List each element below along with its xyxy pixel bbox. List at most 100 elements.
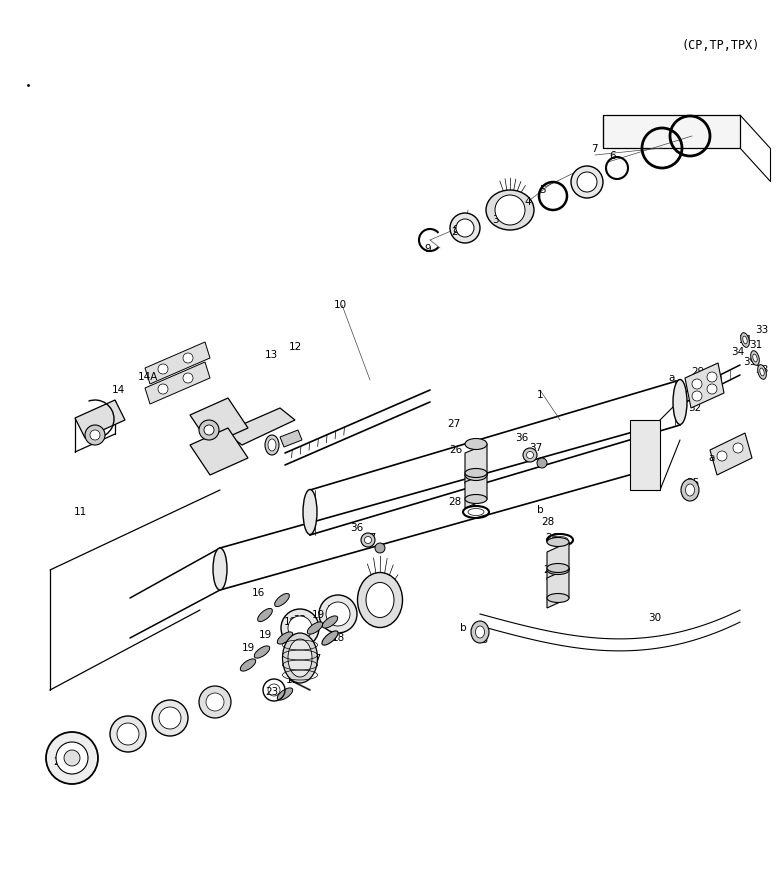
Ellipse shape bbox=[56, 742, 88, 774]
Circle shape bbox=[183, 353, 193, 363]
Polygon shape bbox=[225, 408, 295, 445]
Text: 28: 28 bbox=[541, 517, 554, 527]
Text: 14A: 14A bbox=[210, 457, 230, 467]
Circle shape bbox=[85, 425, 105, 445]
Text: 23: 23 bbox=[265, 687, 279, 697]
Polygon shape bbox=[280, 430, 302, 447]
Text: a: a bbox=[669, 373, 675, 383]
Ellipse shape bbox=[268, 439, 276, 451]
Text: 19: 19 bbox=[312, 610, 325, 620]
Ellipse shape bbox=[199, 686, 231, 718]
Text: 34: 34 bbox=[731, 347, 745, 357]
Text: 19: 19 bbox=[258, 630, 272, 640]
Text: 25: 25 bbox=[388, 587, 402, 597]
Ellipse shape bbox=[547, 565, 569, 574]
Ellipse shape bbox=[547, 594, 569, 602]
Circle shape bbox=[692, 391, 702, 401]
Ellipse shape bbox=[537, 458, 547, 468]
Ellipse shape bbox=[685, 484, 695, 496]
Ellipse shape bbox=[265, 435, 279, 455]
Circle shape bbox=[733, 443, 743, 453]
Ellipse shape bbox=[456, 219, 474, 237]
Ellipse shape bbox=[526, 452, 533, 458]
Text: 37: 37 bbox=[363, 533, 377, 543]
Ellipse shape bbox=[681, 479, 699, 501]
Ellipse shape bbox=[307, 622, 323, 634]
Ellipse shape bbox=[577, 172, 597, 192]
Ellipse shape bbox=[752, 354, 757, 361]
Ellipse shape bbox=[277, 688, 293, 700]
Ellipse shape bbox=[366, 582, 394, 618]
Polygon shape bbox=[547, 568, 569, 608]
Text: 21: 21 bbox=[53, 757, 67, 767]
Ellipse shape bbox=[275, 594, 290, 607]
Ellipse shape bbox=[741, 332, 749, 347]
Circle shape bbox=[707, 384, 717, 394]
Circle shape bbox=[717, 451, 727, 461]
Text: 14: 14 bbox=[201, 443, 215, 453]
Circle shape bbox=[204, 425, 214, 435]
Text: 10: 10 bbox=[334, 300, 347, 310]
Text: 8: 8 bbox=[453, 225, 460, 235]
Text: 5: 5 bbox=[539, 185, 547, 195]
Text: 11: 11 bbox=[74, 507, 87, 517]
Polygon shape bbox=[190, 428, 248, 475]
Text: a: a bbox=[709, 453, 715, 463]
Ellipse shape bbox=[117, 723, 139, 745]
Text: 31: 31 bbox=[749, 340, 763, 350]
Text: 7: 7 bbox=[590, 144, 597, 154]
Text: 30: 30 bbox=[648, 613, 662, 623]
Polygon shape bbox=[190, 398, 248, 445]
Ellipse shape bbox=[465, 469, 487, 478]
Text: 1: 1 bbox=[536, 390, 543, 400]
Ellipse shape bbox=[547, 538, 569, 547]
Text: 19: 19 bbox=[283, 617, 297, 627]
Ellipse shape bbox=[110, 716, 146, 752]
Text: 28: 28 bbox=[449, 497, 462, 507]
Ellipse shape bbox=[495, 195, 525, 225]
Ellipse shape bbox=[743, 336, 747, 344]
Ellipse shape bbox=[465, 439, 487, 449]
Text: 36: 36 bbox=[350, 523, 363, 533]
Circle shape bbox=[692, 379, 702, 389]
Text: 38: 38 bbox=[756, 365, 769, 375]
Polygon shape bbox=[75, 400, 125, 438]
Text: 34: 34 bbox=[738, 335, 752, 345]
Ellipse shape bbox=[322, 631, 338, 645]
Ellipse shape bbox=[64, 750, 80, 766]
Text: 14: 14 bbox=[111, 385, 124, 395]
Ellipse shape bbox=[523, 448, 537, 462]
Ellipse shape bbox=[465, 494, 487, 503]
Text: 9: 9 bbox=[424, 244, 431, 254]
Polygon shape bbox=[603, 115, 740, 148]
Circle shape bbox=[199, 420, 219, 440]
Text: 36: 36 bbox=[515, 433, 529, 443]
Ellipse shape bbox=[213, 548, 227, 590]
Polygon shape bbox=[547, 542, 569, 580]
Text: 16: 16 bbox=[251, 588, 265, 598]
Text: 17: 17 bbox=[309, 654, 322, 664]
Ellipse shape bbox=[254, 646, 269, 658]
Text: 27: 27 bbox=[447, 419, 460, 429]
Ellipse shape bbox=[547, 563, 569, 572]
Text: 24: 24 bbox=[118, 732, 132, 742]
Ellipse shape bbox=[326, 602, 350, 626]
Ellipse shape bbox=[375, 543, 385, 553]
Ellipse shape bbox=[365, 537, 371, 543]
Ellipse shape bbox=[323, 616, 337, 628]
Text: 6: 6 bbox=[610, 151, 616, 161]
Ellipse shape bbox=[633, 430, 647, 472]
Polygon shape bbox=[630, 420, 660, 490]
Ellipse shape bbox=[760, 368, 764, 376]
Text: 26: 26 bbox=[546, 533, 558, 543]
Text: 24: 24 bbox=[331, 603, 345, 613]
Circle shape bbox=[183, 373, 193, 383]
Ellipse shape bbox=[159, 707, 181, 729]
Text: 37: 37 bbox=[529, 443, 543, 453]
Ellipse shape bbox=[277, 632, 293, 644]
Ellipse shape bbox=[288, 616, 312, 640]
Ellipse shape bbox=[361, 533, 375, 547]
Ellipse shape bbox=[281, 609, 319, 647]
Ellipse shape bbox=[751, 351, 760, 365]
Text: 14A: 14A bbox=[138, 372, 158, 382]
